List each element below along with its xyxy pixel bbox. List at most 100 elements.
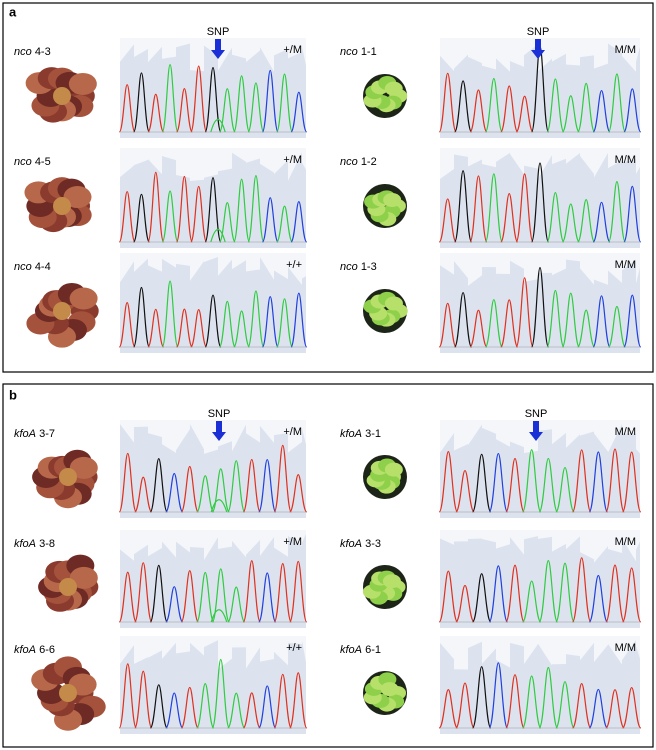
trace-peak [454,291,473,348]
trace-peak [484,77,503,133]
sample-label: nco 4-4 [14,261,51,273]
plant-leaf [384,81,403,96]
trace-peak [190,65,208,133]
trace-peak [149,684,168,729]
trace-peak [161,280,179,348]
trace-peak [530,267,550,348]
panel-frame [2,383,654,748]
trace-peak [261,197,279,243]
genotype: M/M [615,426,636,438]
trace-peak [455,682,475,729]
trace-peak [455,469,475,513]
trace-peak [165,692,184,729]
trace-peak [484,173,503,243]
sample-id: 1-2 [361,156,377,168]
trace-peak [290,200,308,243]
sample-label: nco 1-3 [340,261,377,273]
trace-peak [607,181,626,243]
trace-peak [210,228,226,243]
trace-peak [469,175,488,243]
genotype: +/+ [286,259,302,271]
trace-peak [290,292,308,348]
sample-label: nco 4-3 [14,46,51,58]
genotype: +/M [283,536,302,548]
trace-peak [273,563,292,623]
quality-bars [440,424,640,518]
trace-peak [134,562,153,623]
trace-peak [500,193,519,243]
gene-name: kfoA [340,538,362,550]
trace-peak [488,452,509,513]
gene-name: kfoA [340,428,362,440]
trace-peak [623,294,642,348]
trace-peak [592,295,611,348]
trace-peak [561,95,580,133]
sample-id: 4-3 [35,46,51,58]
trace-peak [555,562,575,623]
trace-peak [571,683,592,729]
trace-peak [488,565,509,623]
trace-peak [521,675,542,729]
trace-peak [515,95,534,133]
panel-frame [2,2,654,373]
trace-peak [505,457,525,513]
sample-id: 6-1 [365,644,381,656]
trace-peak [521,449,542,513]
snp-label: SNP [207,26,230,38]
trace-peak [118,84,136,133]
plant-leaf [68,72,97,95]
trace-peak [454,80,473,133]
trace-peak [607,73,626,133]
trace-peak [190,185,208,243]
plant-leaf [382,574,401,589]
trace-peak [258,458,277,513]
trace-peak [276,205,293,243]
quality-bars [120,640,306,734]
sample-label: nco 1-2 [340,156,377,168]
plant-center [59,578,77,596]
gene-name: nco [340,261,358,273]
trace-peak [273,673,292,729]
trace-peak [605,564,625,623]
trace-peak [227,692,246,729]
trace-peak [471,666,492,729]
trace-peak [454,170,473,243]
plant-leaf [384,462,403,477]
trace-peak [196,475,215,513]
trace-peak [210,118,226,133]
trace-peak [538,560,559,623]
trace-peak [261,296,279,348]
trace-peak [561,292,580,348]
trace-peak [289,672,308,729]
trace-peak [210,499,228,513]
trace-peak [605,448,625,513]
trace-peak [484,299,503,348]
gene-name: nco [340,156,358,168]
trace-peak [218,300,236,348]
trace-peak [438,451,459,513]
trace-peak [500,85,519,133]
sample-label: nco 4-5 [14,156,51,168]
trace-peak [247,82,265,133]
trace-peak [247,290,265,348]
trace-peak [605,689,625,729]
trace-peak [521,580,542,623]
snp-label: SNP [208,408,231,420]
genotype: M/M [615,259,636,271]
genotype: +/M [283,44,302,56]
trace-peak [247,175,265,243]
trace-peak [530,162,550,243]
gene-name: kfoA [340,644,362,656]
trace-peak [555,466,575,513]
trace-peak [165,586,184,623]
trace-peak [588,574,609,623]
trace-peak [577,199,596,243]
trace-peak [469,89,488,133]
snp-arrow [212,421,226,441]
trace-peak [469,309,488,348]
plant-leaf [380,682,399,697]
gene-name: nco [14,156,32,168]
trace-peak [438,198,457,243]
trace-peak [147,308,165,348]
trace-peak [210,609,228,623]
